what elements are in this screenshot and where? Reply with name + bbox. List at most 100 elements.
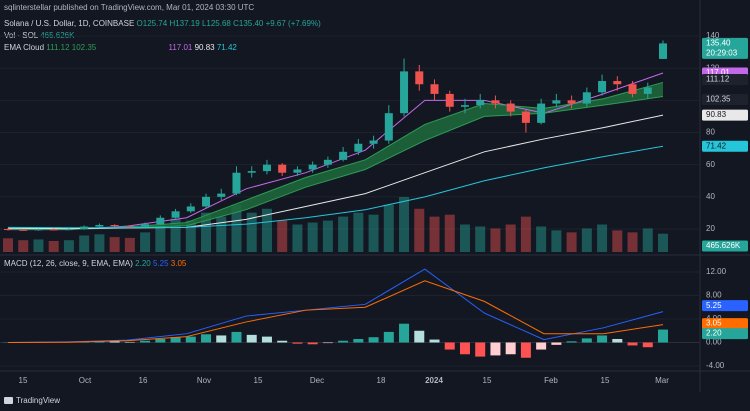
candle-body — [369, 140, 378, 144]
y-tick-label: 8.00 — [706, 291, 722, 300]
x-tick-label: 16 — [139, 376, 148, 385]
histogram-bar — [627, 342, 638, 346]
histogram-bar — [368, 337, 379, 343]
y-tick-label: 40 — [706, 192, 715, 201]
volume-bar — [216, 216, 227, 252]
candle-body — [247, 171, 256, 173]
x-tick-label: 15 — [483, 376, 492, 385]
histogram-bar — [124, 341, 135, 343]
volume-bar — [48, 241, 59, 252]
x-tick-label: 15 — [19, 376, 28, 385]
volume-bar — [3, 238, 13, 252]
candle-body — [19, 229, 28, 231]
x-tick-label: Nov — [197, 376, 211, 385]
volume-bar — [94, 234, 105, 252]
volume-bar — [140, 232, 151, 252]
candle-body — [141, 224, 150, 227]
macd-legend: MACD (12, 26, close, 9, EMA, EMA) 2.20 5… — [4, 259, 187, 268]
candle-body — [613, 81, 622, 85]
ema-value: 111.12 — [46, 43, 70, 52]
histogram-bar — [505, 342, 516, 355]
candle-body — [384, 113, 393, 141]
volume-bar — [307, 222, 318, 252]
candle-body — [445, 93, 454, 107]
macd-axis-label-bg — [702, 300, 748, 312]
ema-axis-label-bg — [702, 140, 748, 152]
histogram-bar — [277, 340, 288, 343]
volume-bar — [642, 228, 653, 252]
volume-bar — [658, 233, 668, 252]
histogram-bar — [536, 342, 547, 350]
y-tick-label: 60 — [706, 160, 715, 169]
histogram-bar — [658, 329, 668, 343]
histogram-bar — [140, 340, 151, 343]
volume-bar — [79, 235, 90, 252]
volume-bar — [414, 208, 425, 252]
macd-axis-label-bg — [702, 318, 748, 330]
macd-title: MACD (12, 26, close, 9, EMA, EMA) — [4, 259, 133, 268]
candle-body — [202, 196, 211, 207]
volume-bar — [63, 240, 74, 252]
x-tick-label: Dec — [310, 376, 324, 385]
ema-axis-label: 102.35 — [706, 95, 731, 104]
volume-bar — [612, 230, 623, 252]
ohlc-close: C135.40 — [233, 19, 264, 28]
y-tick-label: 0.00 — [706, 338, 722, 347]
macd-value: 2.20 — [135, 259, 151, 268]
ema-line — [8, 72, 664, 231]
volume-bar — [444, 214, 455, 252]
x-tick-label: Feb — [544, 376, 558, 385]
y-tick-label: 20 — [706, 224, 715, 233]
candle-body — [643, 87, 652, 94]
volume-bar — [383, 204, 394, 252]
price-legend: Solana / U.S. Dollar, 1D, COINBASE O125.… — [4, 19, 321, 28]
candle-body — [156, 217, 165, 225]
ema-value: 90.83 — [195, 43, 216, 52]
ema-axis-label-bg — [702, 94, 748, 106]
plot-layer — [0, 35, 700, 367]
volume-bar — [459, 224, 470, 252]
ema-line — [7, 145, 664, 229]
histogram-bar — [399, 323, 410, 343]
volume-bar — [201, 212, 212, 252]
macd-line — [7, 268, 664, 343]
y-tick-label: 12.00 — [706, 267, 727, 276]
ema-axis-label-bg — [702, 73, 748, 85]
candle-body — [217, 193, 226, 197]
candle-body — [34, 229, 43, 231]
volume-bar — [353, 212, 364, 252]
ema-axis-label: 111.12 — [706, 75, 730, 84]
volume-bar — [18, 240, 29, 252]
ema-legend: EMA Cloud 111.12 102.35 117.01 90.83 71.… — [4, 43, 237, 52]
ema-title: EMA Cloud — [4, 43, 44, 52]
volume-bar — [536, 226, 547, 252]
histogram-bar — [338, 340, 349, 343]
candle-body — [125, 225, 134, 227]
volume-bar — [475, 226, 486, 252]
footer-text: TradingView — [16, 396, 60, 405]
candle-body — [659, 43, 667, 59]
macd-line — [7, 280, 664, 343]
histogram-bar — [170, 337, 181, 343]
histogram-bar — [597, 335, 608, 343]
candle-body — [476, 100, 485, 106]
candle-body — [415, 71, 424, 85]
volume-bar — [185, 220, 196, 252]
volume-bar — [292, 224, 303, 252]
histogram-bar — [109, 341, 120, 343]
volume-bar — [109, 237, 120, 252]
candle-body — [4, 229, 12, 230]
x-tick-label: Mar — [655, 376, 669, 385]
volume-bar — [322, 220, 333, 252]
macd-axis-label: 2.20 — [706, 329, 722, 338]
macd-axis-label: 3.05 — [706, 319, 722, 328]
histogram-bar — [307, 342, 318, 345]
histogram-bar — [353, 338, 364, 343]
candle-body — [491, 100, 500, 104]
logo-icon — [4, 397, 13, 404]
macd-axis-label-bg — [702, 328, 748, 340]
histogram-bar — [292, 342, 303, 344]
y-tick-label: -4.00 — [706, 361, 725, 370]
candle-body — [598, 81, 607, 93]
